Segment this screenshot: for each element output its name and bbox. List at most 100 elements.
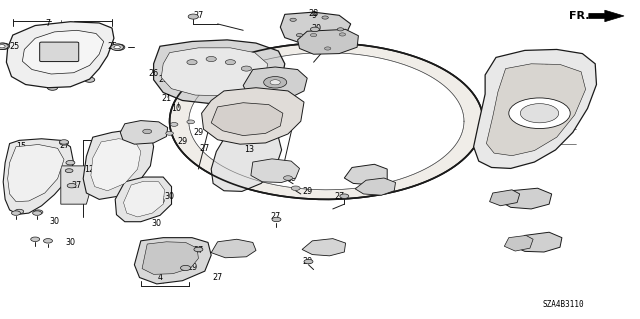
Polygon shape bbox=[22, 30, 104, 74]
Circle shape bbox=[31, 237, 40, 241]
Text: 3: 3 bbox=[135, 128, 140, 137]
Text: H: H bbox=[56, 47, 63, 57]
Polygon shape bbox=[486, 64, 586, 156]
Text: 19: 19 bbox=[539, 64, 549, 73]
Circle shape bbox=[111, 44, 124, 50]
Text: 30: 30 bbox=[164, 192, 175, 201]
Text: 30: 30 bbox=[49, 217, 60, 226]
Circle shape bbox=[114, 46, 120, 49]
Polygon shape bbox=[500, 188, 552, 209]
Circle shape bbox=[44, 239, 52, 243]
Circle shape bbox=[34, 210, 43, 214]
FancyBboxPatch shape bbox=[40, 42, 79, 62]
Circle shape bbox=[180, 265, 191, 271]
Text: 13: 13 bbox=[244, 145, 255, 154]
Text: 29: 29 bbox=[286, 174, 296, 183]
Text: 26: 26 bbox=[148, 69, 159, 78]
Polygon shape bbox=[83, 129, 154, 199]
Circle shape bbox=[310, 33, 317, 37]
Text: 30: 30 bbox=[152, 219, 162, 228]
Circle shape bbox=[340, 194, 349, 198]
Circle shape bbox=[225, 60, 236, 65]
Text: 7: 7 bbox=[45, 19, 51, 28]
Text: 2: 2 bbox=[381, 181, 387, 189]
Circle shape bbox=[194, 247, 203, 252]
Polygon shape bbox=[211, 132, 282, 191]
Text: 27: 27 bbox=[72, 181, 82, 189]
Polygon shape bbox=[154, 40, 285, 104]
Text: 1: 1 bbox=[362, 168, 367, 177]
Circle shape bbox=[339, 33, 346, 36]
Text: 29: 29 bbox=[193, 128, 204, 137]
Circle shape bbox=[290, 18, 296, 21]
Circle shape bbox=[170, 43, 483, 199]
Circle shape bbox=[0, 43, 10, 49]
Circle shape bbox=[12, 211, 20, 215]
Circle shape bbox=[84, 77, 95, 82]
Text: 17: 17 bbox=[318, 244, 328, 253]
Circle shape bbox=[284, 176, 292, 180]
Text: 28: 28 bbox=[308, 9, 319, 18]
Text: 9: 9 bbox=[311, 11, 316, 20]
Polygon shape bbox=[490, 190, 520, 206]
Polygon shape bbox=[504, 235, 533, 251]
Polygon shape bbox=[211, 239, 256, 258]
Text: 25: 25 bbox=[107, 42, 117, 51]
Circle shape bbox=[324, 47, 331, 50]
Polygon shape bbox=[161, 48, 268, 96]
Polygon shape bbox=[251, 159, 300, 182]
Text: 29: 29 bbox=[177, 137, 188, 146]
Circle shape bbox=[67, 183, 76, 188]
Polygon shape bbox=[202, 88, 304, 144]
Circle shape bbox=[0, 45, 5, 48]
Text: 27: 27 bbox=[59, 141, 69, 150]
Polygon shape bbox=[8, 145, 64, 202]
Polygon shape bbox=[302, 239, 346, 256]
Text: 11: 11 bbox=[532, 193, 543, 202]
Circle shape bbox=[60, 141, 68, 145]
Circle shape bbox=[296, 33, 303, 37]
Polygon shape bbox=[120, 121, 168, 144]
Text: 5: 5 bbox=[170, 257, 175, 266]
Text: 22: 22 bbox=[232, 82, 242, 91]
Circle shape bbox=[509, 98, 570, 129]
Circle shape bbox=[166, 131, 173, 135]
Polygon shape bbox=[344, 164, 387, 185]
Polygon shape bbox=[61, 166, 93, 204]
Text: 23: 23 bbox=[158, 75, 168, 84]
Text: 27: 27 bbox=[200, 144, 210, 153]
Circle shape bbox=[337, 28, 344, 31]
Circle shape bbox=[15, 209, 24, 214]
Text: 24: 24 bbox=[206, 120, 216, 129]
Text: 20: 20 bbox=[328, 37, 338, 46]
Circle shape bbox=[187, 60, 197, 65]
Text: 12: 12 bbox=[84, 165, 95, 174]
Text: 27: 27 bbox=[270, 212, 280, 221]
Circle shape bbox=[520, 104, 559, 123]
Circle shape bbox=[270, 80, 280, 85]
Polygon shape bbox=[115, 177, 172, 222]
Polygon shape bbox=[243, 67, 307, 101]
Circle shape bbox=[241, 66, 252, 71]
Text: 27: 27 bbox=[222, 128, 232, 137]
Text: FR.: FR. bbox=[569, 11, 589, 21]
Text: 29: 29 bbox=[302, 257, 312, 266]
Text: 27: 27 bbox=[193, 11, 204, 20]
Circle shape bbox=[33, 211, 42, 215]
Polygon shape bbox=[134, 238, 211, 284]
Circle shape bbox=[264, 77, 287, 88]
Circle shape bbox=[310, 27, 319, 32]
Text: 14: 14 bbox=[107, 145, 117, 154]
Circle shape bbox=[47, 85, 58, 90]
Polygon shape bbox=[211, 103, 283, 136]
Text: 21: 21 bbox=[161, 94, 172, 103]
Polygon shape bbox=[513, 232, 562, 252]
Text: 16: 16 bbox=[155, 197, 165, 205]
Polygon shape bbox=[91, 139, 141, 191]
Text: 8: 8 bbox=[554, 240, 559, 249]
Text: 4: 4 bbox=[157, 273, 163, 282]
Circle shape bbox=[60, 140, 68, 144]
Text: 27: 27 bbox=[193, 246, 204, 255]
Text: 15: 15 bbox=[16, 142, 26, 151]
Polygon shape bbox=[6, 22, 114, 88]
